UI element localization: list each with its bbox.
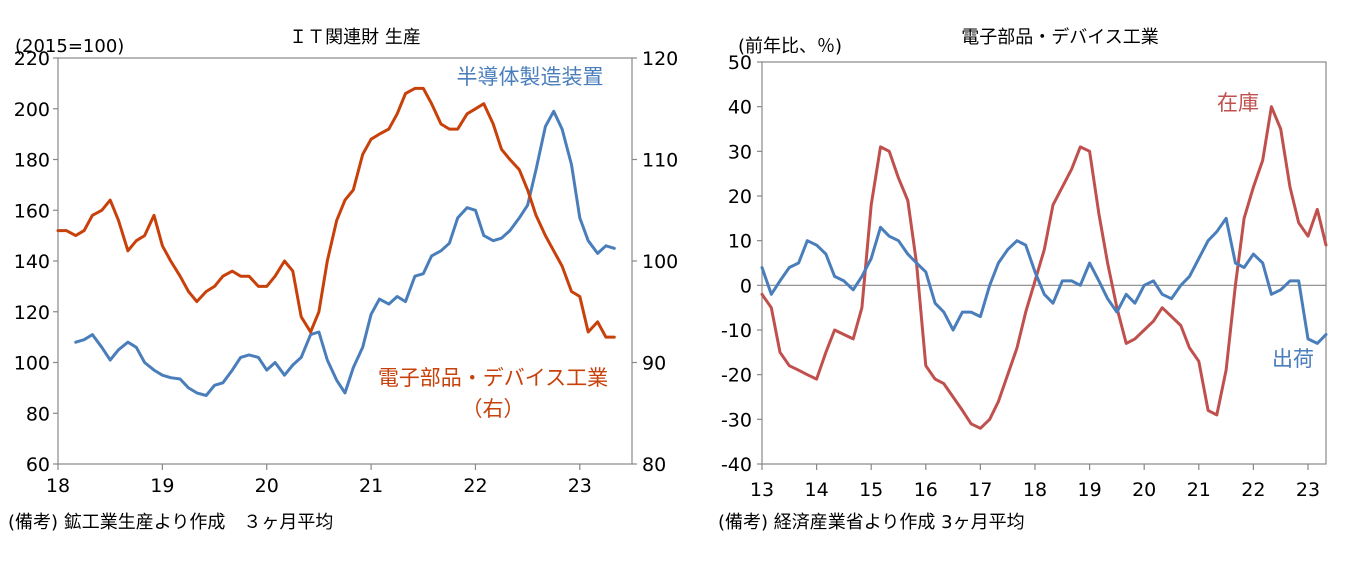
right-xtick-label: 19 <box>1077 479 1101 501</box>
left-xtick-label: 22 <box>463 475 487 497</box>
right-xtick-label: 20 <box>1132 479 1156 501</box>
left-xtick-label: 23 <box>568 475 592 497</box>
series-shipments-line <box>760 216 1328 345</box>
left-ytick-right-label: 90 <box>642 353 666 375</box>
right-xtick-label: 13 <box>750 479 774 501</box>
left-ytick-left-label: 80 <box>26 403 50 425</box>
right-chart-title: 電子部品・デバイス工業 <box>961 27 1158 48</box>
it-goods-production-chart: ＩＴ関連財 生産 (2015=100) 220 200 180 160 140 120 10… <box>8 27 678 533</box>
left-unit-label: (2015=100) <box>15 36 124 57</box>
electronic-parts-yoy-chart: 電子部品・デバイス工業 (前年比、％) 50 40 30 20 10 0 -10 -20 -30… <box>718 27 1328 533</box>
series-inventory-line <box>760 105 1328 430</box>
legend-semiconductor-equipment: 半導体製造装置 <box>457 65 604 89</box>
left-ytick-right-label: 100 <box>642 251 678 273</box>
left-ytick-left-label: 160 <box>14 200 50 222</box>
left-ytick-left-label: 120 <box>14 302 50 324</box>
legend-inventory: 在庫 <box>1217 91 1259 115</box>
series-semiconductor-equipment-line <box>74 109 616 397</box>
right-ytick-label: 10 <box>728 231 752 253</box>
legend-electronic-parts: 電子部品・デバイス工業 <box>378 366 608 390</box>
left-ytick-left-label: 140 <box>14 251 50 273</box>
right-xtick-label: 16 <box>914 479 938 501</box>
left-y-axis-left: 220 200 180 160 140 120 100 80 60 <box>14 48 58 476</box>
right-ytick-label: -40 <box>721 454 752 476</box>
left-note: (備考) 鉱工業生産より作成 ３ヶ月平均 <box>8 512 333 533</box>
left-x-axis: 18 19 20 21 22 23 <box>46 464 592 497</box>
left-xtick-label: 18 <box>46 475 70 497</box>
left-xtick-label: 21 <box>359 475 383 497</box>
left-ytick-left-label: 200 <box>14 99 50 121</box>
left-chart-title: ＩＴ関連財 生産 <box>289 27 421 48</box>
right-ytick-label: 40 <box>728 97 752 119</box>
right-ytick-label: -30 <box>721 409 752 431</box>
left-plot-frame <box>57 57 633 465</box>
left-ytick-left-label: 180 <box>14 150 50 172</box>
right-unit-label: (前年比、％) <box>738 36 842 57</box>
left-ytick-right-label: 120 <box>642 48 678 70</box>
right-xtick-label: 17 <box>968 479 992 501</box>
left-series-lines <box>56 86 616 397</box>
left-y-axis-right: 120 110 100 90 80 <box>632 48 678 476</box>
series-electronic-parts-line <box>56 86 616 339</box>
legend-shipments: 出荷 <box>1272 347 1314 371</box>
right-x-axis: 13 14 15 16 17 18 19 20 21 22 23 <box>750 464 1320 501</box>
right-series-lines <box>760 105 1328 430</box>
left-xtick-label: 20 <box>255 475 279 497</box>
left-ytick-right-label: 110 <box>642 150 678 172</box>
right-ytick-label: -10 <box>721 320 752 342</box>
right-xtick-label: 15 <box>859 479 883 501</box>
right-xtick-label: 22 <box>1241 479 1265 501</box>
right-ytick-label: 30 <box>728 141 752 163</box>
right-plot-frame <box>761 61 1327 465</box>
right-y-axis: 50 40 30 20 10 0 -10 -20 -30 -40 <box>721 52 762 476</box>
right-ytick-label: -20 <box>721 365 752 387</box>
right-note: (備考) 経済産業省より作成 3ヶ月平均 <box>718 512 1025 533</box>
left-ytick-left-label: 60 <box>26 454 50 476</box>
left-xtick-label: 19 <box>150 475 174 497</box>
right-ytick-label: 0 <box>740 275 752 297</box>
right-xtick-label: 18 <box>1023 479 1047 501</box>
right-xtick-label: 21 <box>1187 479 1211 501</box>
legend-electronic-parts-axis-note: （右） <box>462 397 525 421</box>
left-ytick-right-label: 80 <box>642 454 666 476</box>
left-ytick-left-label: 100 <box>14 353 50 375</box>
right-ytick-label: 50 <box>728 52 752 74</box>
left-ytick-left-label: 220 <box>14 48 50 70</box>
right-xtick-label: 23 <box>1296 479 1320 501</box>
right-xtick-label: 14 <box>805 479 829 501</box>
right-ytick-label: 20 <box>728 186 752 208</box>
